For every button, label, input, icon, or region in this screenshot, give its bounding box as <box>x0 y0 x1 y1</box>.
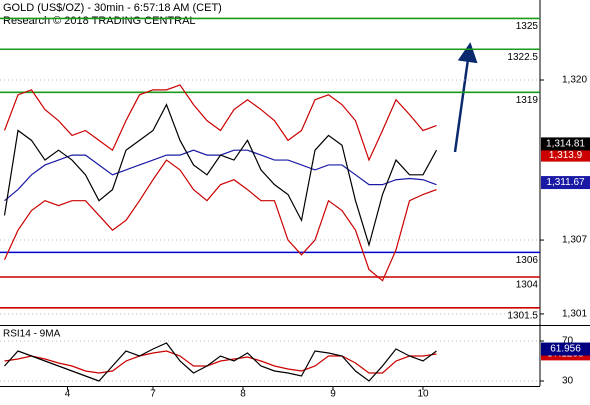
price-tag <box>541 137 590 151</box>
price-tag-label: 1,314.81 <box>546 139 585 150</box>
y-tick-label: 30 <box>562 376 574 387</box>
chart-subtitle: Research © 2018 TRADING CENTRAL <box>3 15 196 27</box>
series-line <box>4 350 437 374</box>
y-tick-label: 1,307 <box>562 235 587 246</box>
panel-title: RSI14 - 9MA <box>3 329 61 340</box>
series-line <box>3 159 437 282</box>
level-label: 1306 <box>516 255 539 266</box>
y-tick-label: 70 <box>562 336 574 347</box>
x-tick-label: 8 <box>240 389 246 400</box>
y-tick-label: 1,320 <box>562 75 587 86</box>
x-tick-label: 4 <box>65 389 71 400</box>
x-tick-label: 9 <box>330 389 336 400</box>
price-tag <box>541 148 590 162</box>
chart-title: GOLD (US$/OZ) - 30min - 6:57:18 AM (CET) <box>3 2 222 14</box>
series-line <box>4 342 437 382</box>
series-line <box>3 84 437 162</box>
x-tick-label: 10 <box>417 389 429 400</box>
series-line <box>3 103 438 248</box>
x-tick-label: 7 <box>150 389 156 400</box>
level-label: 1325 <box>516 21 539 32</box>
level-label: 1322.5 <box>507 52 538 63</box>
level-label: 1319 <box>516 95 539 106</box>
price-tag-label: 61.956 <box>550 344 581 355</box>
price-tag-label: 1,311.67 <box>546 177 585 188</box>
price-tag <box>541 342 590 356</box>
level-label: 1301.5 <box>507 310 538 321</box>
y-tick-label: 1,301 <box>562 309 587 320</box>
forecast-arrow <box>453 42 478 153</box>
price-tag-label: 1,313.9 <box>549 150 583 161</box>
price-tag <box>541 176 590 190</box>
level-label: 1304 <box>516 280 539 291</box>
title-bg <box>0 0 190 28</box>
